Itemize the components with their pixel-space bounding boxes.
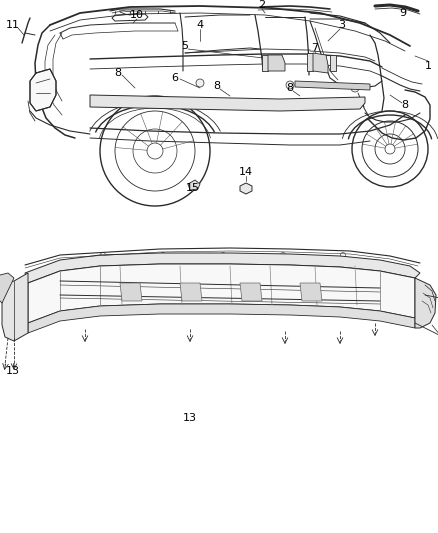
Text: 14: 14 <box>239 167 253 177</box>
Polygon shape <box>120 283 142 301</box>
Text: 4: 4 <box>196 20 204 30</box>
Polygon shape <box>28 304 415 333</box>
Text: 3: 3 <box>339 20 346 30</box>
Polygon shape <box>300 283 322 301</box>
Polygon shape <box>313 53 328 73</box>
Circle shape <box>197 290 203 296</box>
Circle shape <box>286 81 294 89</box>
Polygon shape <box>240 283 262 301</box>
Text: 8: 8 <box>402 100 409 110</box>
Text: 6: 6 <box>172 73 179 83</box>
Polygon shape <box>240 183 252 194</box>
Text: 13: 13 <box>6 366 20 376</box>
Polygon shape <box>25 253 420 283</box>
Polygon shape <box>188 180 200 190</box>
Polygon shape <box>180 283 202 301</box>
Text: 7: 7 <box>311 43 318 53</box>
Polygon shape <box>2 273 28 341</box>
Polygon shape <box>295 81 370 90</box>
Polygon shape <box>262 55 268 71</box>
Polygon shape <box>330 55 336 71</box>
Polygon shape <box>90 95 365 111</box>
Circle shape <box>196 79 204 87</box>
Polygon shape <box>268 55 285 71</box>
Text: 8: 8 <box>114 68 122 78</box>
Text: 5: 5 <box>181 41 188 51</box>
Circle shape <box>336 289 344 297</box>
Circle shape <box>357 290 363 296</box>
Circle shape <box>296 99 304 107</box>
Text: 1: 1 <box>424 61 431 71</box>
Polygon shape <box>307 53 313 71</box>
Circle shape <box>257 290 263 296</box>
Polygon shape <box>0 273 14 303</box>
Polygon shape <box>30 69 56 111</box>
Circle shape <box>351 84 359 92</box>
Text: 10: 10 <box>130 10 144 20</box>
Text: 8: 8 <box>286 83 293 93</box>
Circle shape <box>285 286 295 296</box>
Text: 9: 9 <box>399 8 406 18</box>
Circle shape <box>142 290 148 296</box>
Text: 8: 8 <box>213 81 221 91</box>
Circle shape <box>307 290 313 296</box>
Text: 2: 2 <box>258 0 265 10</box>
Polygon shape <box>28 264 415 323</box>
Text: 13: 13 <box>183 413 197 423</box>
Polygon shape <box>415 278 436 328</box>
Text: 11: 11 <box>6 20 20 30</box>
Text: 15: 15 <box>186 183 200 193</box>
